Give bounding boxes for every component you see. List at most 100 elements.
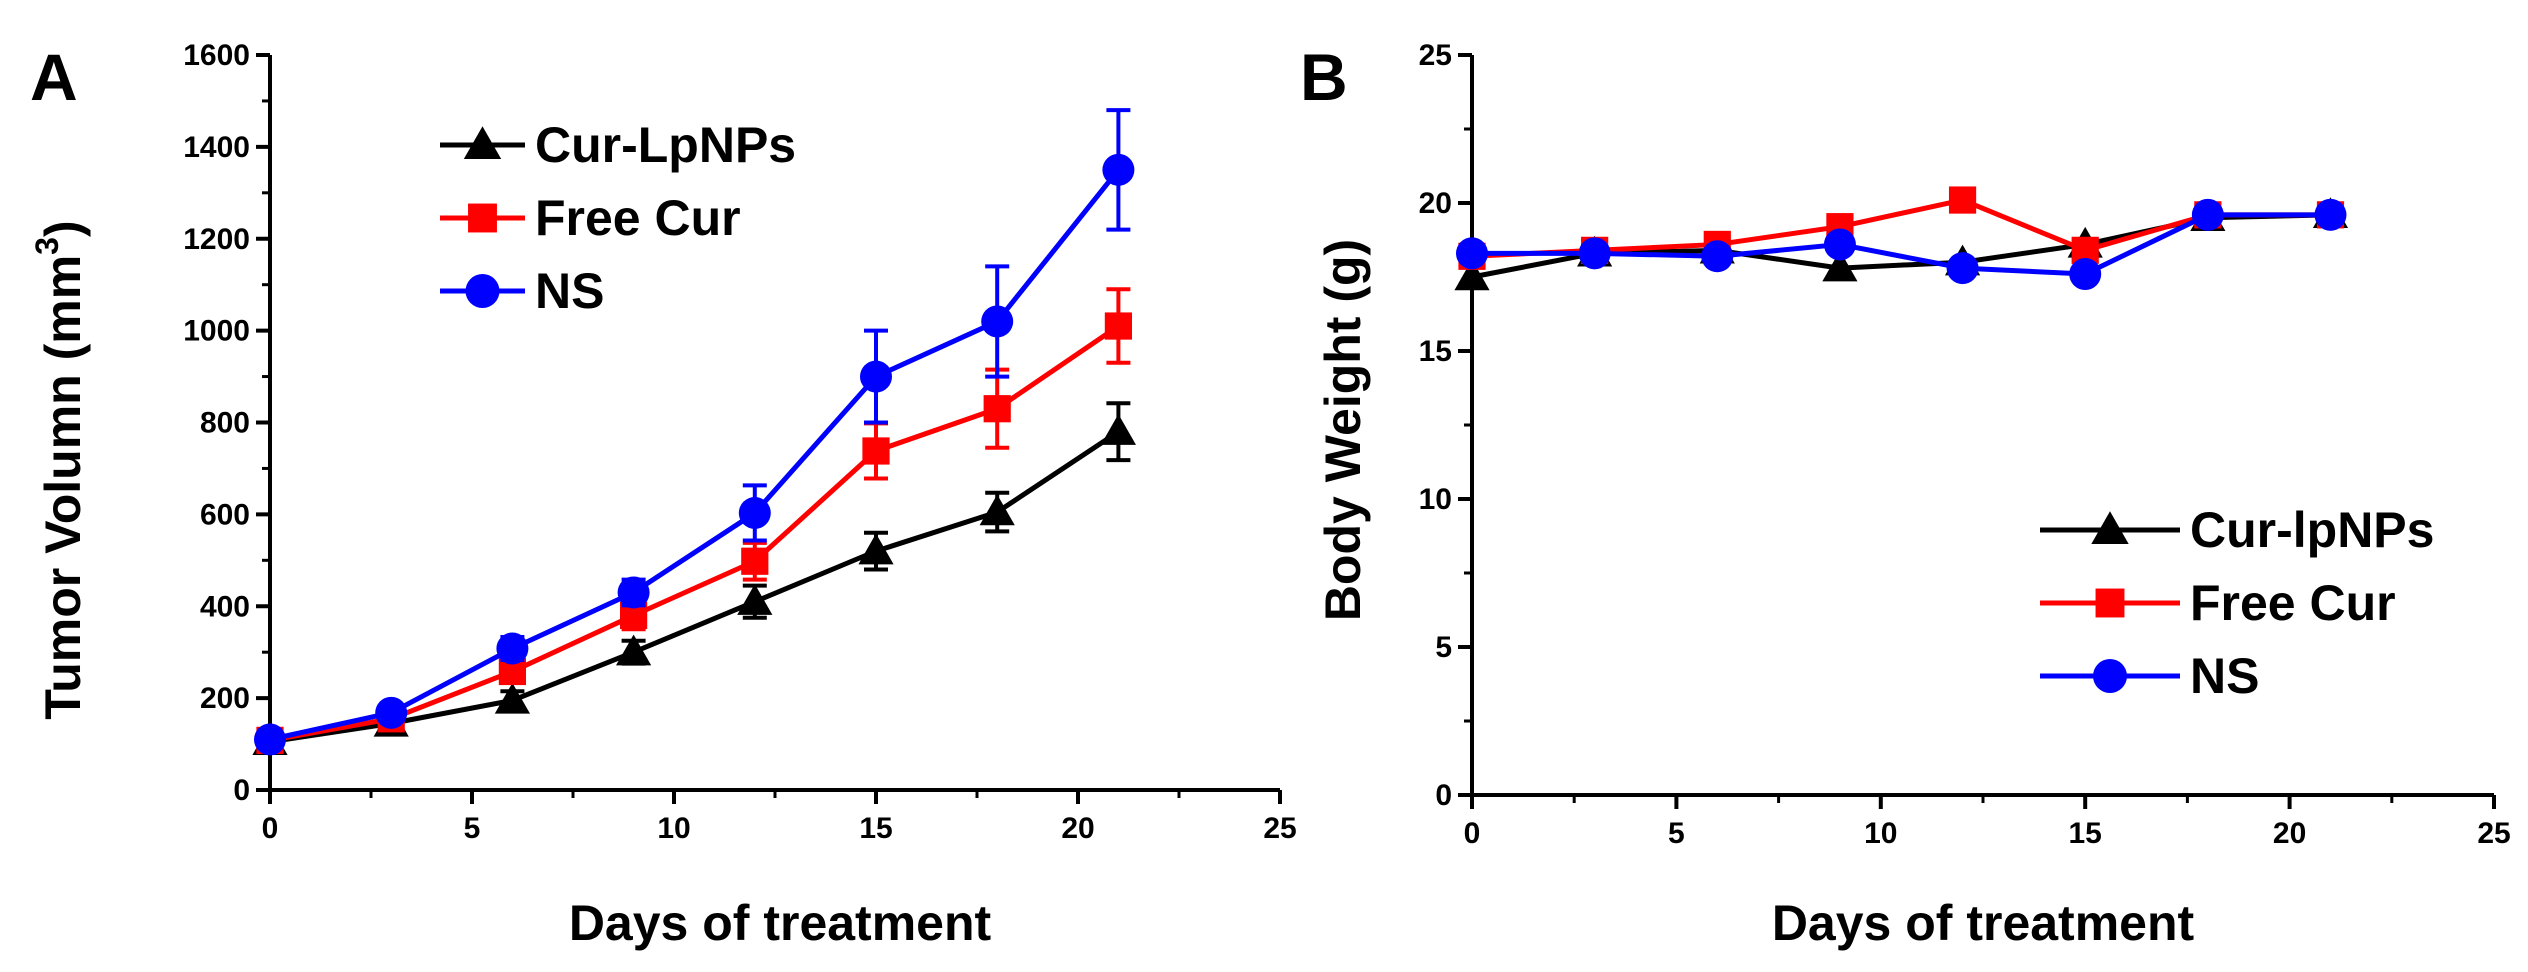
panel-a-x-tick-labels: 0 5 10 15 20 25	[262, 812, 1297, 845]
legend-entry: NS	[440, 263, 604, 319]
panel-b-y-axis-title: Body Weight (g)	[1315, 239, 1371, 621]
data-point	[862, 437, 890, 465]
y-tick-label: 0	[1435, 779, 1452, 812]
legend-entry: Cur-LpNPs	[440, 117, 796, 173]
series-free-cur	[256, 287, 1132, 754]
panel-b-label: B	[1300, 40, 1348, 114]
data-point	[858, 533, 894, 565]
legend-label: Cur-lpNPs	[2190, 502, 2434, 558]
y-tick-label: 200	[200, 682, 250, 715]
data-point	[981, 305, 1014, 338]
x-tick-label: 0	[1464, 817, 1481, 850]
panel-a-legend: Cur-LpNPs Free Cur NS	[440, 117, 796, 319]
legend-marker	[465, 274, 500, 308]
y-tick-label: 1400	[183, 131, 250, 164]
series-line	[269, 168, 1121, 742]
data-point	[2069, 258, 2102, 291]
legend-entry: NS	[2040, 648, 2259, 704]
data-point	[254, 723, 286, 756]
legend-label: NS	[2190, 648, 2259, 704]
legend-entry: Cur-lpNPs	[2040, 502, 2434, 558]
y-tick-label: 10	[1419, 483, 1452, 516]
x-tick-label: 5	[464, 812, 481, 845]
x-tick-label: 10	[1864, 817, 1897, 850]
data-point	[737, 584, 773, 615]
series-ns	[1456, 198, 2347, 291]
data-point	[2191, 198, 2224, 231]
data-point	[1822, 250, 1858, 282]
x-tick-label: 20	[1061, 812, 1094, 845]
y-tick-label: 1200	[183, 223, 250, 256]
y-tick-label: 25	[1419, 39, 1452, 72]
x-tick-label: 5	[1668, 817, 1685, 850]
x-tick-label: 20	[2273, 817, 2306, 850]
legend-entry: Free Cur	[2040, 575, 2396, 631]
data-point	[1104, 312, 1132, 340]
y-tick-label: 0	[233, 774, 250, 807]
panel-a-label: A	[30, 40, 78, 114]
data-point	[738, 496, 771, 529]
panel-a-x-axis-title: Days of treatment	[569, 895, 992, 951]
data-point	[983, 395, 1011, 423]
y-tick-label: 1600	[183, 39, 250, 72]
series-line	[1471, 197, 2331, 259]
legend-marker	[463, 126, 502, 160]
data-point	[496, 632, 529, 665]
series-ns	[254, 108, 1135, 756]
y-tick-label: 5	[1435, 631, 1452, 664]
data-point	[1948, 186, 1977, 214]
legend-label: Free Cur	[2190, 575, 2396, 631]
data-point	[1823, 228, 1856, 261]
legend-marker	[468, 203, 497, 233]
legend-label: Free Cur	[535, 190, 741, 246]
legend-marker	[2095, 588, 2125, 618]
y-tick-label: 400	[200, 590, 250, 623]
panel-b-legend: Cur-lpNPs Free Cur NS	[2040, 502, 2434, 704]
panel-b-x-axis-title: Days of treatment	[1772, 895, 2195, 951]
y-tick-label: 600	[200, 498, 250, 531]
data-point	[1454, 259, 1490, 291]
legend-label: Cur-LpNPs	[535, 117, 796, 173]
legend-label: NS	[535, 263, 604, 319]
legend-marker	[2093, 659, 2127, 693]
data-point	[1102, 153, 1135, 186]
data-point	[375, 696, 408, 729]
data-point	[741, 547, 769, 575]
legend-marker	[2091, 511, 2129, 545]
data-point	[1100, 414, 1136, 445]
series-line	[269, 429, 1120, 745]
data-point	[494, 682, 530, 714]
data-point	[979, 494, 1015, 526]
x-tick-label: 10	[657, 812, 690, 845]
data-point	[616, 634, 652, 666]
y-tick-label: 15	[1419, 335, 1452, 368]
x-tick-label: 25	[2477, 817, 2510, 850]
data-point	[1946, 252, 1979, 285]
data-point	[1578, 237, 1611, 270]
y-tick-label: 800	[200, 407, 250, 440]
x-tick-label: 25	[1263, 812, 1296, 845]
data-point	[1456, 237, 1488, 270]
y-tick-label: 1000	[183, 315, 250, 348]
panel-b-axes	[1458, 53, 2496, 809]
series-line	[1472, 212, 2331, 277]
panel-a-axes	[256, 53, 1282, 804]
panel-a-tumor-volume-chart: A 0 200 400 600 800 1000 1200 1400 1600 0 5 10 15 20…	[29, 39, 1297, 951]
panel-b-x-tick-labels: 0 5 10 15 20 25	[1464, 817, 2511, 850]
panel-b-series	[1454, 186, 2349, 291]
x-tick-label: 15	[859, 812, 892, 845]
series-line	[269, 323, 1120, 743]
panel-b-y-tick-labels: 0 5 10 15 20 25	[1419, 39, 1452, 812]
data-point	[1701, 240, 1734, 273]
panel-a-y-tick-labels: 0 200 400 600 800 1000 1200 1400 1600	[183, 39, 250, 807]
legend-entry: Free Cur	[440, 190, 741, 246]
panel-a-series	[252, 108, 1136, 756]
data-point	[2314, 198, 2347, 231]
data-point	[617, 576, 650, 609]
panel-a-y-axis-title: Tumor Volumn (mm3)	[29, 220, 91, 719]
y-tick-label: 20	[1419, 187, 1452, 220]
panel-b-body-weight-chart: B 0 5 10 15 20 25 0 5 10 15 20 25 Days of treatmen…	[1300, 39, 2511, 951]
data-point	[860, 360, 892, 393]
x-tick-label: 15	[2069, 817, 2102, 850]
